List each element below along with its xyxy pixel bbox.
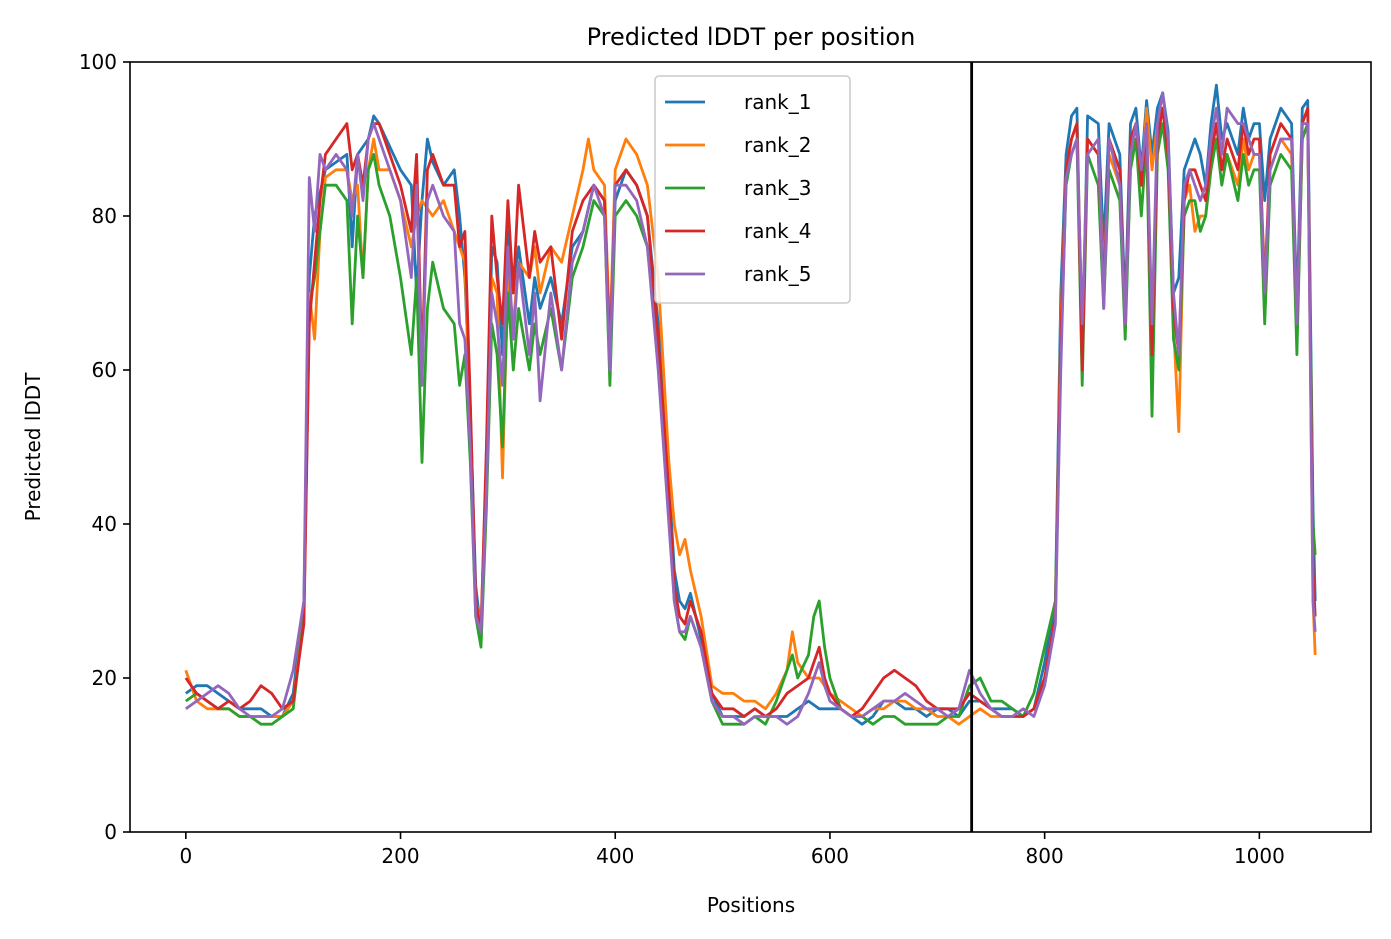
x-tick-label: 200 xyxy=(381,844,419,868)
legend-box xyxy=(654,75,851,304)
x-tick-label: 600 xyxy=(811,844,849,868)
legend-label-rank-4: rank_4 xyxy=(744,219,811,243)
series-line-rank-5 xyxy=(184,91,1317,726)
x-tick-label: 400 xyxy=(596,844,634,868)
legend-label-rank-2: rank_2 xyxy=(744,133,811,157)
plot-area xyxy=(184,62,1317,832)
axes-frame xyxy=(129,61,1372,833)
y-tick-label: 20 xyxy=(92,666,117,690)
y-tick-label: 40 xyxy=(92,512,117,536)
y-tick-label: 60 xyxy=(92,358,117,382)
y-tick-label: 100 xyxy=(79,50,117,74)
x-tick-label: 1000 xyxy=(1234,844,1285,868)
legend-label-rank-1: rank_1 xyxy=(744,90,811,114)
x-axis-title: Positions xyxy=(707,893,795,917)
chart-title: Predicted lDDT per position xyxy=(587,23,916,51)
legend-label-rank-5: rank_5 xyxy=(744,262,811,286)
y-axis-title: Predicted lDDT xyxy=(21,372,45,522)
legend: rank_1 rank_2 rank_3 rank_4 rank_5 xyxy=(654,75,851,304)
series-line-rank-2 xyxy=(184,106,1317,726)
y-axis: 0 20 40 60 80 100 xyxy=(79,50,130,844)
x-axis: 0 200 400 600 800 1000 xyxy=(179,832,1285,868)
x-tick-label: 0 xyxy=(179,844,192,868)
y-tick-label: 80 xyxy=(92,204,117,228)
legend-label-rank-3: rank_3 xyxy=(744,176,811,200)
x-tick-label: 800 xyxy=(1026,844,1064,868)
y-tick-label: 0 xyxy=(104,820,117,844)
